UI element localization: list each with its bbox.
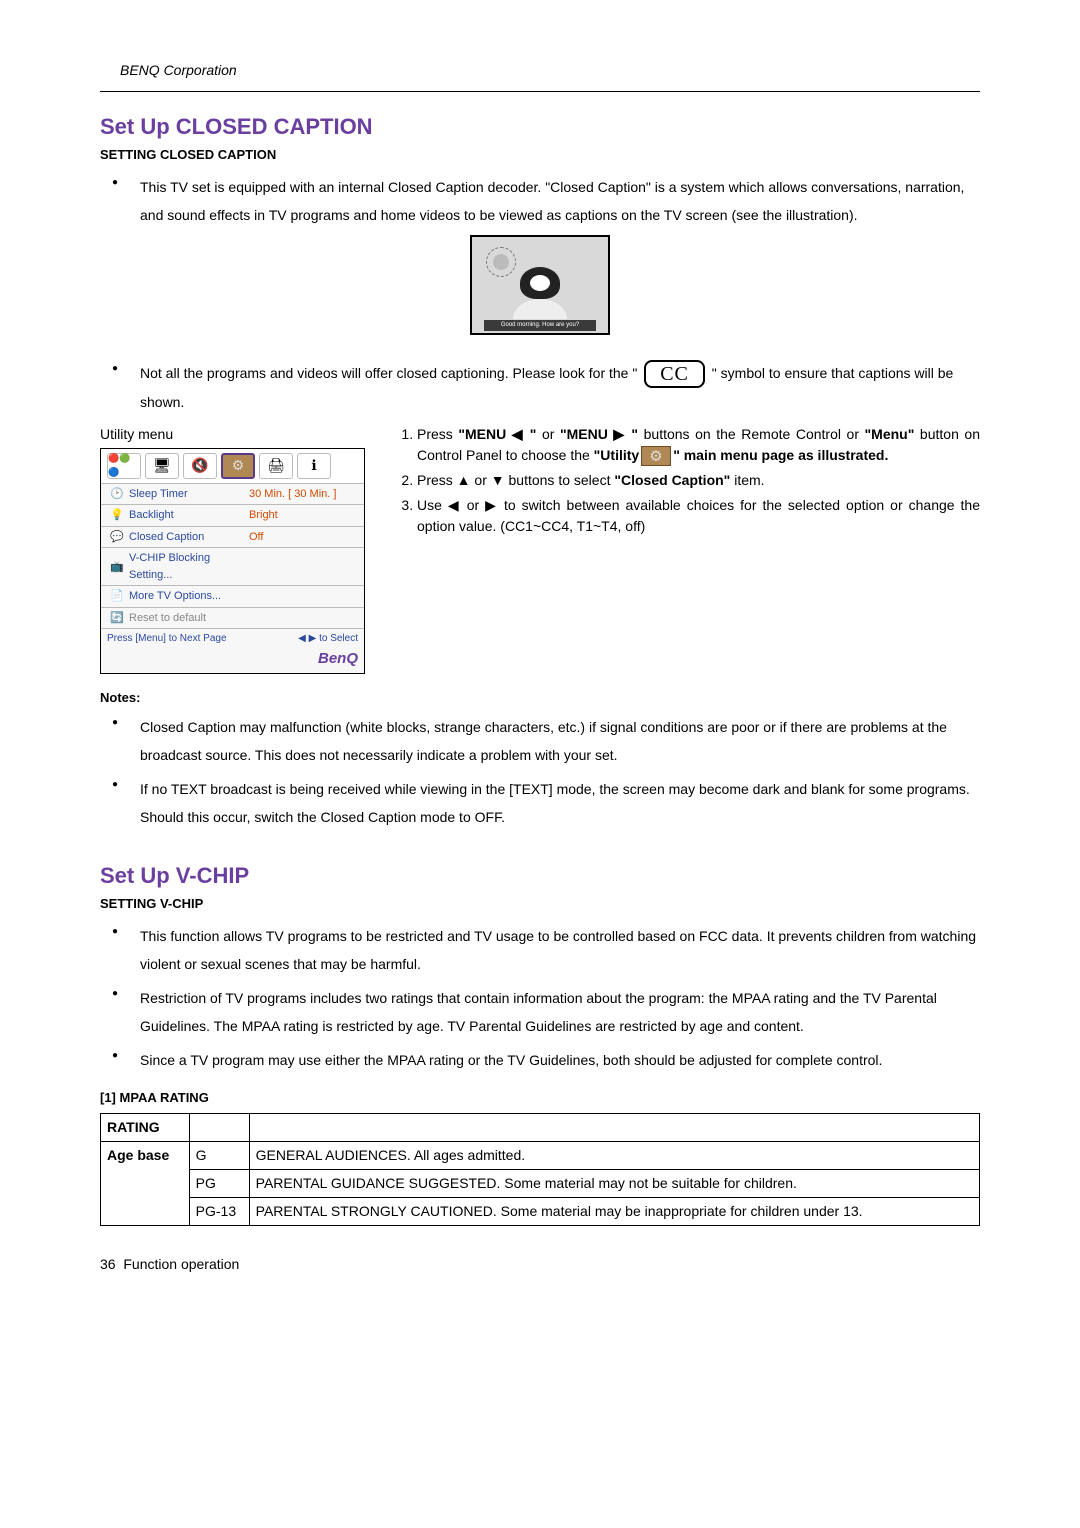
menu-footer-right: ◀ ▶ to Select [298,631,358,646]
menu-label-cc: Closed Caption [129,529,249,546]
tab-print-icon: 🖨 [259,453,293,479]
cc-bullet-1: This TV set is equipped with an internal… [100,173,980,229]
menu-row-sleep-timer: 🕑 Sleep Timer 30 Min. [ 30 Min. ] [101,483,364,505]
step1a: Press [417,426,458,442]
menu-val-cc: Off [249,529,263,546]
step-2: Press ▲ or ▼ buttons to select "Closed C… [417,470,980,491]
girl-figure [513,267,567,319]
note-1: Closed Caption may malfunction (white bl… [100,713,980,769]
menu-row-more-opts: 📄 More TV Options... [101,585,364,607]
step1m2: "MENU ▶ " [560,426,638,442]
mpaa-table: RATING Age base G GENERAL AUDIENCES. All… [100,1113,980,1226]
page-header: BENQ Corporation [100,60,980,81]
menu-val-sleep: 30 Min. [ 30 Min. ] [249,486,336,503]
menu-footer: Press [Menu] to Next Page ◀ ▶ to Select [101,628,364,648]
section-vchip-subtitle: SETTING V-CHIP [100,894,980,914]
cc-symbol: CC [644,360,705,388]
mpaa-desc-g: GENERAL AUDIENCES. All ages admitted. [249,1142,979,1170]
benq-logo: BenQ [101,648,364,673]
vchip-bullet-3: Since a TV program may use either the MP… [100,1046,980,1074]
menu-row-vchip: 📺 V-CHIP Blocking Setting... [101,547,364,585]
tv-icon: 📺 [109,559,125,576]
cc-bullet-2: Not all the programs and videos will off… [100,359,980,416]
mpaa-heading: [1] MPAA RATING [100,1088,980,1108]
utility-menu: 🔴🟢🔵 🖥 🔇 ⚙ 🖨 ℹ 🕑 Sleep Timer 30 Min. [ 30… [100,448,365,674]
mpaa-empty-1 [189,1114,249,1142]
menu-row-backlight: 💡 Backlight Bright [101,504,364,526]
header-rule [100,91,980,92]
step2b: "Closed Caption" [614,472,730,488]
mpaa-code-pg13: PG-13 [189,1198,249,1226]
step1or: or [536,426,560,442]
step1d: " main menu page as illustrated. [673,447,888,463]
mpaa-code-g: G [189,1142,249,1170]
mpaa-desc-pg: PARENTAL GUIDANCE SUGGESTED. Some materi… [249,1170,979,1198]
page-icon: 📄 [109,588,125,605]
menu-label-vchip: V-CHIP Blocking Setting... [129,550,249,583]
page-footer: 36 Function operation [100,1254,980,1275]
step-1: Press "MENU ◀ " or "MENU ▶ " buttons on … [417,424,980,466]
section-cc-subtitle: SETTING CLOSED CAPTION [100,145,980,165]
mpaa-age-base: Age base [101,1142,190,1226]
reset-icon: 🔄 [109,610,125,627]
menu-label-sleep: Sleep Timer [129,486,249,503]
tab-display-icon: 🖥 [145,453,179,479]
mpaa-desc-pg13: PARENTAL STRONGLY CAUTIONED. Some materi… [249,1198,979,1226]
speech-icon: 💬 [109,529,125,546]
caption-bar: Good morning. How are you? [484,320,596,331]
step-3: Use ◀ or ▶ to switch between available c… [417,495,980,537]
note-2: If no TEXT broadcast is being received w… [100,775,980,831]
vchip-bullet-1: This function allows TV programs to be r… [100,922,980,978]
menu-row-closed-caption: 💬 Closed Caption Off [101,526,364,548]
step2c: item. [730,472,764,488]
mpaa-code-pg: PG [189,1170,249,1198]
tab-audio-icon: 🔇 [183,453,217,479]
menu-label-more: More TV Options... [129,588,249,605]
menu-val-backlight: Bright [249,507,278,524]
sun-icon [486,247,516,277]
step2a: Press ▲ or ▼ buttons to select [417,472,614,488]
step1m3: "Menu" [865,426,915,442]
menu-label-reset: Reset to default [129,610,249,627]
clock-icon: 🕑 [109,486,125,503]
utility-icon [641,446,671,466]
tab-utility-icon: ⚙ [221,453,255,479]
cc-illustration: Good morning. How are you? [100,235,980,341]
notes-heading: Notes: [100,688,980,708]
section-vchip-title: Set Up V-CHIP [100,859,980,892]
cc-bullet-2a: Not all the programs and videos will off… [140,365,641,381]
mpaa-rating-head: RATING [101,1114,190,1142]
menu-footer-left: Press [Menu] to Next Page [107,631,227,646]
step1u: "Utility [594,447,640,463]
page-number: 36 [100,1256,116,1272]
menu-row-reset: 🔄 Reset to default [101,607,364,629]
step1b: buttons on the Remote Control or [638,426,864,442]
tab-info-icon: ℹ [297,453,331,479]
tab-color-icon: 🔴🟢🔵 [107,453,141,479]
step1m1: "MENU ◀ " [458,426,536,442]
footer-label: Function operation [123,1256,239,1272]
section-cc-title: Set Up CLOSED CAPTION [100,110,980,143]
menu-label-backlight: Backlight [129,507,249,524]
mpaa-empty-2 [249,1114,979,1142]
vchip-bullet-2: Restriction of TV programs includes two … [100,984,980,1040]
utility-menu-label: Utility menu [100,424,365,445]
utility-menu-tabs: 🔴🟢🔵 🖥 🔇 ⚙ 🖨 ℹ [101,449,364,483]
bulb-icon: 💡 [109,507,125,524]
